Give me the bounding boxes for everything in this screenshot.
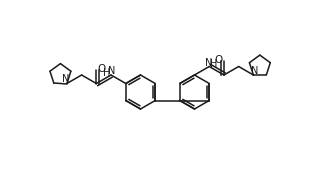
Text: H: H bbox=[103, 68, 110, 78]
Text: O: O bbox=[215, 55, 223, 65]
Text: N: N bbox=[205, 58, 212, 68]
Text: N: N bbox=[251, 66, 258, 76]
Text: O: O bbox=[97, 64, 106, 74]
Text: N: N bbox=[108, 66, 116, 76]
Text: N: N bbox=[62, 74, 70, 84]
Text: H: H bbox=[210, 59, 218, 69]
